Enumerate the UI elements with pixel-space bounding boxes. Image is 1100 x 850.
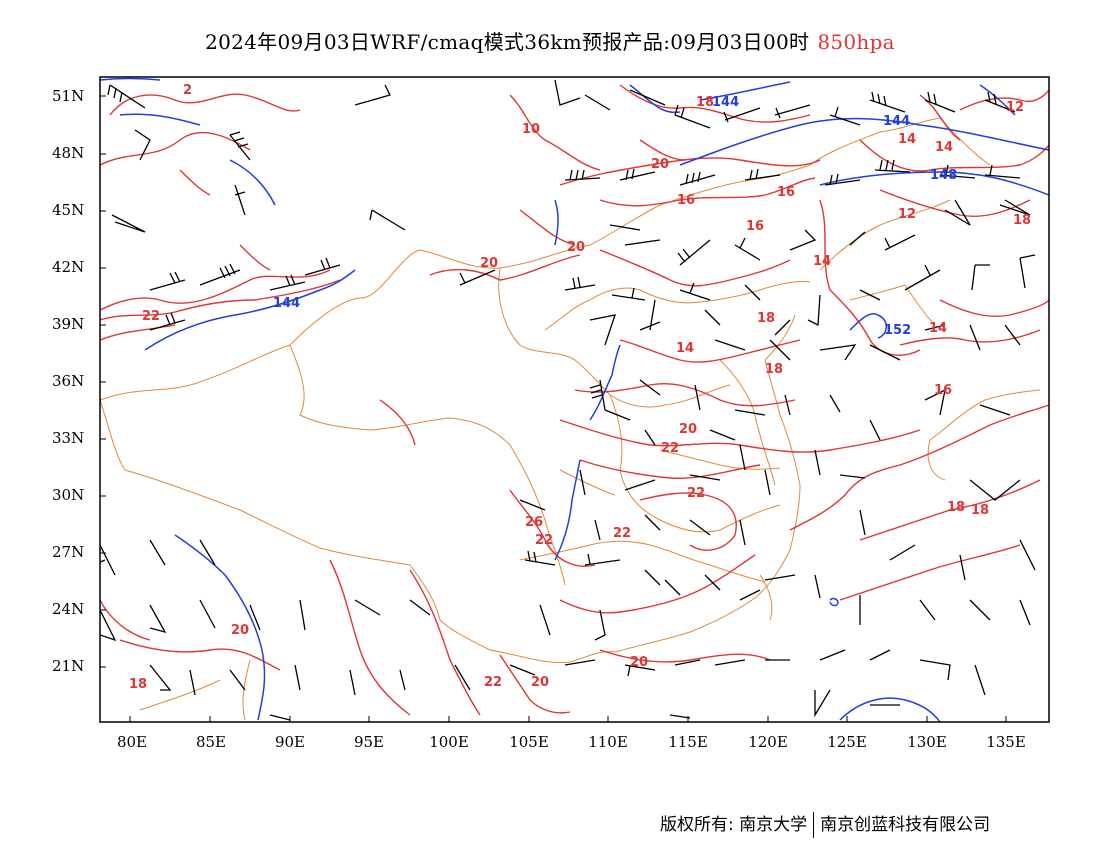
temp-label: 20 [531, 675, 549, 690]
lat-label: 45N [52, 201, 85, 219]
map-title: 2024年09月03日WRF/cmaq模式36km预报产品:09月03日00时 8… [0, 26, 1100, 55]
height-label: 144 [883, 114, 910, 129]
temp-label: 18 [765, 362, 783, 377]
lon-label: 85E [195, 733, 227, 751]
lat-label: 21N [52, 657, 85, 675]
temp-label: 22 [661, 441, 679, 456]
temp-label: 22 [142, 309, 160, 324]
axis-ticks [100, 95, 1007, 722]
footer-divider [813, 812, 815, 838]
lon-label: 115E [668, 733, 708, 751]
temp-label: 20 [651, 157, 669, 172]
temp-label: 22 [613, 526, 631, 541]
temp-label: 14 [929, 321, 947, 336]
lat-label: 48N [52, 144, 85, 162]
boundary-lines [100, 117, 1041, 721]
temp-label: 18 [696, 95, 714, 110]
lon-label: 90E [274, 733, 306, 751]
lat-label: 39N [52, 315, 85, 333]
temp-label: 22 [687, 486, 705, 501]
height-labels: 144 144 148 144 152 [273, 95, 957, 338]
temp-label: 20 [679, 422, 697, 437]
map-frame [99, 76, 1050, 723]
temp-label: 18 [947, 500, 965, 515]
lon-label: 95E [353, 733, 385, 751]
temperature-labels: 2 10 18 20 16 14 12 14 12 16 20 14 18 22… [129, 83, 1031, 692]
temp-label: 18 [971, 503, 989, 518]
temp-label: 18 [1013, 213, 1031, 228]
lon-label: 105E [509, 733, 549, 751]
lat-label: 30N [52, 486, 85, 504]
lon-label: 100E [429, 733, 469, 751]
temp-label: 20 [630, 655, 648, 670]
lat-label: 24N [52, 600, 85, 618]
temp-label: 22 [535, 533, 553, 548]
temp-label: 16 [777, 185, 795, 200]
title-text: 2024年09月03日WRF/cmaq模式36km预报产品:09月03日00时 [205, 30, 810, 54]
lon-label: 80E [116, 733, 148, 751]
height-label: 148 [930, 168, 957, 183]
copyright-text: 版权所有: 南京大学 [660, 815, 808, 835]
lon-label: 130E [907, 733, 947, 751]
temp-label: 18 [757, 311, 775, 326]
temp-label: 16 [677, 193, 695, 208]
temp-label: 14 [935, 140, 953, 155]
lon-label: 110E [588, 733, 628, 751]
height-label: 144 [273, 296, 300, 311]
lon-label: 120E [748, 733, 788, 751]
temperature-contours [100, 84, 1049, 716]
temp-label: 20 [231, 623, 249, 638]
temp-label: 12 [1006, 100, 1024, 115]
temp-label: 16 [934, 383, 952, 398]
lat-label: 42N [52, 258, 85, 276]
height-contours [100, 77, 1049, 722]
temp-label: 26 [525, 515, 543, 530]
temp-label: 10 [522, 122, 540, 137]
lat-label: 33N [52, 429, 85, 447]
lon-label: 125E [827, 733, 867, 751]
temp-label: 12 [898, 207, 916, 222]
pressure-level: 850hpa [817, 30, 895, 54]
company-name: 南京创蓝科技有限公司 [820, 815, 991, 835]
temp-label: 2 [183, 83, 192, 98]
temp-label: 18 [129, 677, 147, 692]
temp-label: 14 [898, 132, 916, 147]
lat-label: 51N [52, 87, 85, 105]
lon-label: 135E [986, 733, 1026, 751]
height-label: 152 [884, 323, 911, 338]
footer-credit: 版权所有: 南京大学 南京创蓝科技有限公司 [660, 810, 990, 838]
temp-label: 14 [676, 341, 694, 356]
temp-label: 20 [480, 256, 498, 271]
temp-label: 20 [567, 240, 585, 255]
height-label: 144 [712, 95, 739, 110]
lat-label: 36N [52, 372, 85, 390]
temp-label: 22 [484, 675, 502, 690]
lat-label: 27N [52, 543, 85, 561]
wind-barbs [100, 79, 1036, 721]
temp-label: 16 [746, 219, 764, 234]
temp-label: 14 [813, 254, 831, 269]
